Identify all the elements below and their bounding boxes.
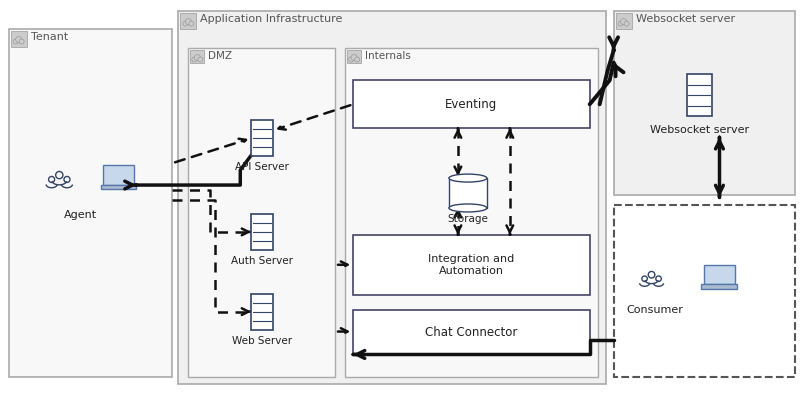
Text: Integration and
Automation: Integration and Automation — [429, 254, 514, 276]
Text: API Server: API Server — [235, 162, 289, 172]
Text: Chat Connector: Chat Connector — [425, 326, 517, 338]
Circle shape — [19, 39, 24, 44]
Circle shape — [195, 54, 200, 60]
Bar — [616, 13, 632, 28]
Bar — [353, 310, 590, 354]
Text: Agent: Agent — [64, 210, 97, 220]
Ellipse shape — [449, 174, 487, 182]
Bar — [188, 48, 335, 377]
Circle shape — [355, 57, 360, 62]
Ellipse shape — [449, 204, 487, 212]
Circle shape — [621, 19, 626, 25]
Circle shape — [189, 21, 194, 26]
Circle shape — [183, 21, 188, 26]
Bar — [10, 30, 26, 46]
Circle shape — [348, 57, 353, 62]
Text: Application Infrastructure: Application Infrastructure — [200, 14, 343, 24]
Text: Internals: Internals — [365, 50, 411, 60]
Bar — [252, 294, 273, 330]
Text: Consumer: Consumer — [626, 305, 683, 315]
Text: Storage: Storage — [448, 214, 489, 224]
Circle shape — [13, 39, 18, 44]
Bar — [347, 50, 361, 64]
Text: DMZ: DMZ — [208, 50, 232, 60]
Bar — [702, 284, 738, 289]
Circle shape — [624, 21, 629, 26]
Text: Websocket server: Websocket server — [650, 125, 749, 135]
Bar — [252, 120, 273, 156]
Circle shape — [16, 36, 22, 42]
Text: Eventing: Eventing — [445, 98, 497, 111]
Bar — [180, 13, 196, 28]
Bar — [353, 80, 590, 128]
Text: Auth Server: Auth Server — [231, 256, 293, 266]
Bar — [9, 28, 172, 377]
Bar — [252, 214, 273, 250]
Bar — [191, 50, 204, 64]
Bar — [103, 165, 134, 184]
Text: Web Server: Web Server — [232, 336, 292, 346]
Bar — [100, 184, 136, 189]
Bar — [353, 235, 590, 295]
Circle shape — [618, 21, 623, 26]
Bar — [449, 178, 487, 208]
Bar — [614, 11, 795, 195]
Bar — [686, 74, 712, 116]
Bar — [345, 48, 598, 377]
Text: Websocket server: Websocket server — [635, 14, 735, 24]
Bar — [704, 265, 735, 284]
Bar — [179, 11, 606, 384]
Circle shape — [198, 57, 203, 62]
Circle shape — [351, 54, 357, 60]
Text: Tenant: Tenant — [30, 32, 68, 42]
Bar — [614, 205, 795, 377]
Circle shape — [185, 19, 191, 25]
Circle shape — [192, 57, 197, 62]
